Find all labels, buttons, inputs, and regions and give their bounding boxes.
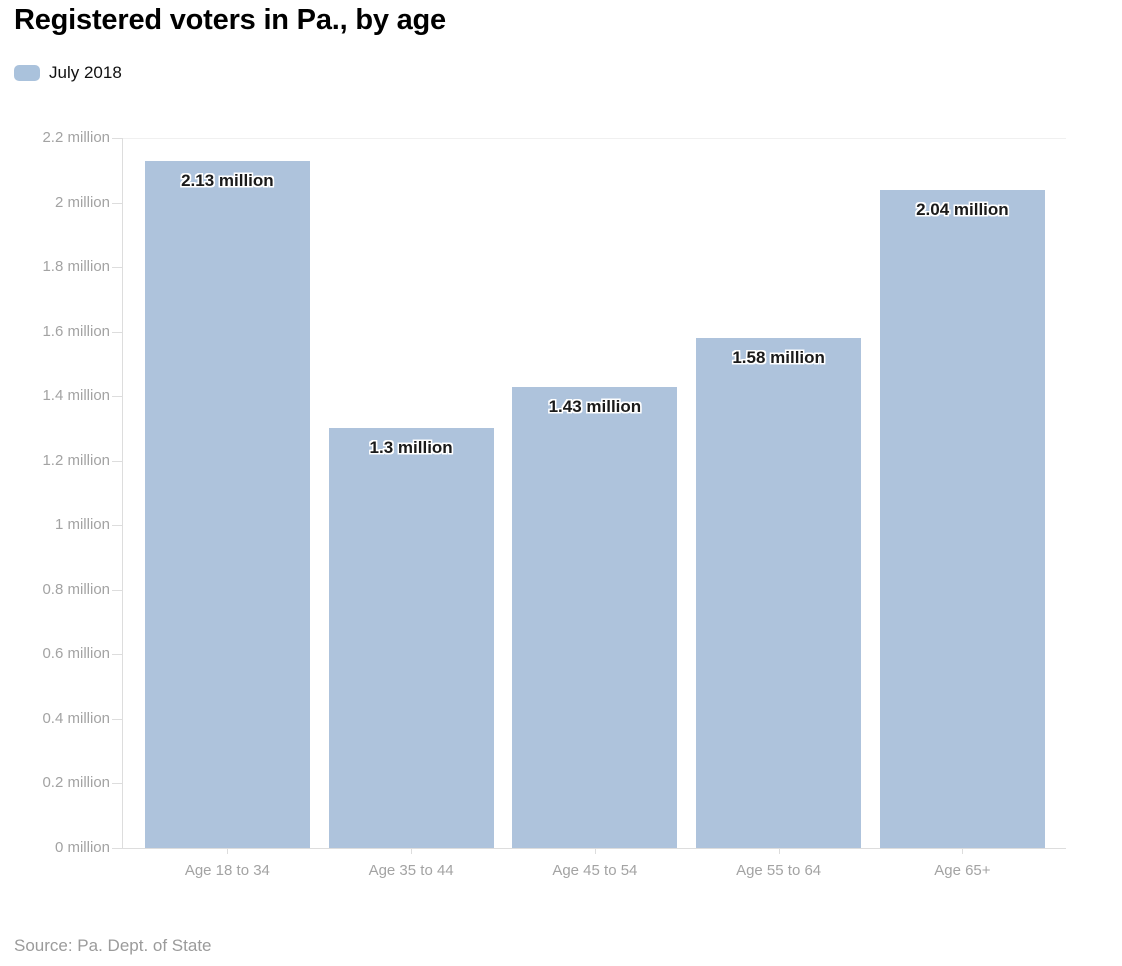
legend: July 2018: [14, 63, 122, 83]
x-tick-mark: [962, 848, 964, 854]
source-note: Source: Pa. Dept. of State: [14, 936, 212, 955]
y-tick-label: 1.4 million: [42, 387, 110, 405]
bar-value-label: 1.3 million: [369, 438, 453, 458]
y-tick-mark: [112, 783, 122, 785]
y-tick-mark: [112, 331, 122, 333]
x-axis-baseline: [122, 848, 1066, 849]
legend-swatch-icon: [14, 65, 40, 81]
y-tick-mark: [112, 525, 122, 527]
y-tick-label: 0.6 million: [42, 645, 110, 663]
y-tick-mark: [112, 848, 122, 849]
x-tick-mark: [778, 848, 780, 854]
gridline-top: [122, 138, 1066, 139]
y-tick-label: 0.2 million: [42, 774, 110, 792]
bar-value-label: 2.04 million: [916, 199, 1009, 219]
bar-value-label: 1.58 million: [732, 348, 825, 368]
y-tick-label: 1.8 million: [42, 258, 110, 276]
y-tick-mark: [112, 654, 122, 656]
bar-age-18-to-34: 2.13 million: [144, 160, 310, 848]
bar-age-55-to-64: 1.58 million: [696, 338, 862, 848]
y-tick-label: 1.2 million: [42, 451, 110, 469]
y-tick-label: 0.4 million: [42, 709, 110, 727]
bar-age-45-to-54: 1.43 million: [512, 386, 678, 848]
x-axis-label: Age 35 to 44: [368, 862, 454, 879]
x-axis-label: Age 45 to 54: [552, 862, 638, 879]
legend-label: July 2018: [49, 63, 122, 82]
x-tick-mark: [411, 848, 413, 854]
y-tick-mark: [112, 267, 122, 269]
bar-age-65: 2.04 million: [879, 189, 1045, 848]
y-tick-mark: [112, 460, 122, 462]
y-tick-mark: [112, 138, 122, 139]
chart-title: Registered voters in Pa., by age: [14, 4, 446, 36]
y-tick-label: 0 million: [54, 839, 110, 856]
y-tick-mark: [112, 589, 122, 591]
x-axis-label: Age 18 to 34: [184, 862, 270, 879]
x-axis-label: Age 65+: [934, 862, 991, 879]
x-tick-mark: [227, 848, 229, 854]
y-axis-line: [122, 138, 123, 848]
bar-value-label: 2.13 million: [181, 170, 274, 190]
bar-age-35-to-44: 1.3 million: [328, 428, 494, 848]
bar-value-label: 1.43 million: [548, 396, 642, 416]
y-tick-label: 2 million: [54, 193, 110, 211]
x-tick-mark: [594, 848, 596, 854]
y-tick-mark: [112, 396, 122, 398]
y-tick-label: 1 million: [54, 516, 110, 534]
y-tick-mark: [112, 718, 122, 720]
x-axis-label: Age 55 to 64: [736, 862, 822, 879]
y-tick-mark: [112, 202, 122, 204]
y-tick-label: 0.8 million: [42, 580, 110, 598]
y-tick-label: 2.2 million: [42, 129, 110, 146]
y-tick-label: 1.6 million: [42, 322, 110, 340]
